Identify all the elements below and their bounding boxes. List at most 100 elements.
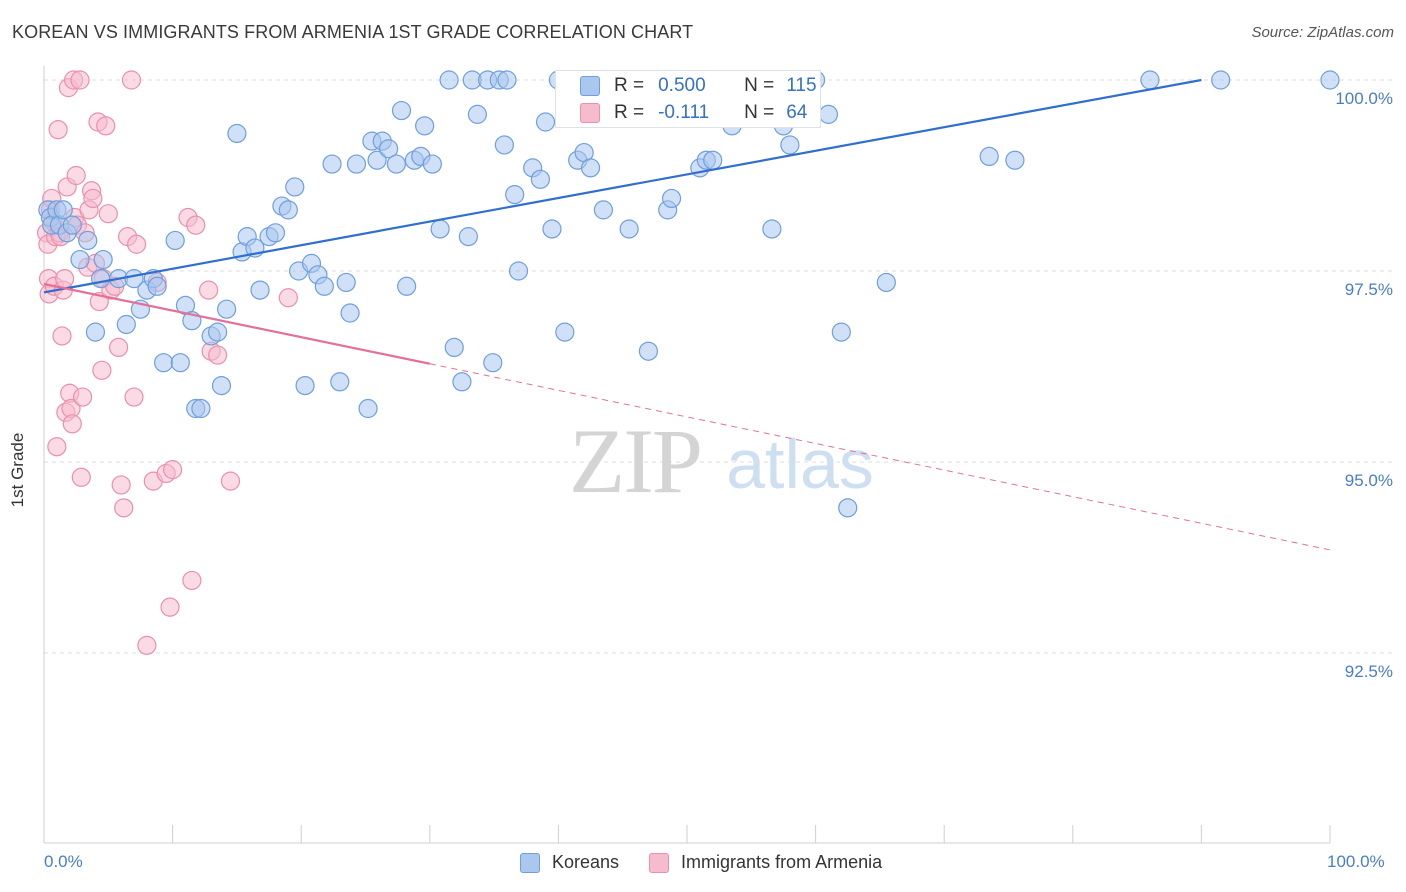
armenia-point	[54, 269, 75, 289]
armenia-point	[182, 570, 202, 591]
korean-point	[340, 303, 360, 323]
korean-point	[638, 341, 659, 361]
armenia-point	[220, 471, 241, 491]
korean-point	[530, 169, 550, 189]
korean-point	[93, 249, 113, 270]
armenia-point	[66, 165, 86, 186]
armenia-point	[160, 597, 180, 617]
korean-point	[208, 322, 228, 342]
y-tick-labels: 92.5% 95.0% 97.5% 100.0%	[1335, 89, 1393, 681]
armenia-point	[47, 437, 67, 457]
n-value: 115	[786, 75, 817, 96]
korean-point	[483, 353, 503, 373]
korean-point	[661, 188, 682, 209]
korean-point	[386, 154, 406, 174]
armenia-point	[52, 326, 72, 346]
korean-point	[415, 116, 435, 136]
korean-point	[1320, 70, 1340, 90]
armenia-point	[278, 288, 298, 308]
korean-point	[85, 322, 106, 342]
korean-point	[53, 200, 73, 220]
armenia-point	[126, 234, 147, 254]
armenia-point	[186, 215, 206, 235]
stats-row-armenia: R = -0.111 N = 64	[580, 102, 808, 124]
korean-point	[227, 123, 247, 144]
korean-point	[336, 272, 356, 293]
armenia-point	[98, 204, 118, 224]
korean-point	[1005, 150, 1025, 170]
korean-point	[494, 135, 514, 155]
armenia-point	[96, 116, 116, 136]
armenia-legend-swatch	[649, 852, 670, 873]
koreans-swatch	[580, 76, 600, 96]
armenia-point	[199, 280, 219, 300]
korean-point	[358, 398, 378, 419]
korean-point	[391, 100, 412, 121]
korean-point	[831, 322, 851, 342]
korean-point	[346, 154, 367, 174]
legend-label-koreans: Koreans	[552, 852, 620, 872]
korean-point	[979, 146, 999, 166]
korean-point	[165, 230, 185, 251]
y-tick-label: 95.0%	[1345, 471, 1393, 490]
korean-point	[762, 219, 782, 239]
korean-point	[397, 276, 417, 296]
korean-point	[278, 200, 298, 220]
korean-point	[505, 185, 525, 205]
armenia-point	[137, 635, 157, 655]
korean-point	[314, 276, 334, 296]
legend-label-armenia: Immigrants from Armenia	[681, 852, 883, 872]
korean-point	[367, 150, 387, 170]
korean-point	[1140, 70, 1160, 90]
korean-point	[555, 322, 575, 342]
watermark: ZIP atlas	[569, 410, 874, 512]
armenia-trend-line-extrapolated	[429, 363, 1331, 551]
armenia-point	[114, 498, 134, 518]
r-value: -0.111	[658, 102, 710, 123]
koreans-trend-line	[43, 78, 1202, 294]
korean-point	[593, 200, 614, 220]
armenia-point	[71, 467, 91, 487]
koreans-legend-swatch	[520, 852, 540, 873]
korean-point	[535, 112, 556, 132]
armenia-point	[72, 387, 93, 407]
korean-point	[90, 269, 111, 289]
korean-point	[191, 398, 211, 419]
korean-point	[619, 219, 639, 239]
armenia-point	[83, 188, 103, 209]
korean-point	[153, 353, 174, 373]
x-tick-label-min: 0.0%	[44, 852, 83, 871]
korean-point	[580, 158, 601, 178]
watermark-atlas: atlas	[726, 425, 874, 503]
korean-point	[452, 372, 472, 392]
stats-legend-box: R = 0.500 N = 115 R = -0.111 N = 64	[555, 70, 821, 128]
armenia-point	[163, 460, 183, 480]
armenia-swatch	[580, 103, 600, 123]
n-value: 64	[786, 102, 808, 123]
legend-item-koreans[interactable]: Koreans	[520, 852, 619, 873]
r-label: R =	[614, 102, 645, 123]
armenia-point	[62, 414, 82, 434]
armenia-point	[121, 70, 142, 90]
korean-point	[78, 230, 98, 251]
series-legend: Koreans Immigrants from Armenia	[520, 852, 912, 873]
korean-point	[876, 272, 896, 293]
korean-point	[780, 135, 800, 155]
korean-point	[542, 219, 562, 239]
korean-point	[322, 154, 342, 174]
korean-point	[379, 139, 399, 159]
armenia-point	[111, 475, 131, 495]
legend-item-armenia[interactable]: Immigrants from Armenia	[649, 852, 882, 873]
korean-point	[818, 104, 839, 124]
y-tick-label: 100.0%	[1335, 89, 1393, 108]
trend-lines	[43, 78, 1331, 551]
y-axis-label: 1st Grade	[8, 432, 27, 508]
n-label: N =	[744, 102, 775, 123]
n-label: N =	[744, 75, 775, 96]
korean-point	[467, 104, 487, 124]
x-tick-label-max: 100.0%	[1327, 852, 1385, 871]
korean-point	[458, 227, 478, 247]
y-tick-label: 92.5%	[1345, 662, 1393, 681]
korean-point	[838, 498, 858, 518]
source-note: Source: ZipAtlas.com	[1251, 24, 1394, 41]
